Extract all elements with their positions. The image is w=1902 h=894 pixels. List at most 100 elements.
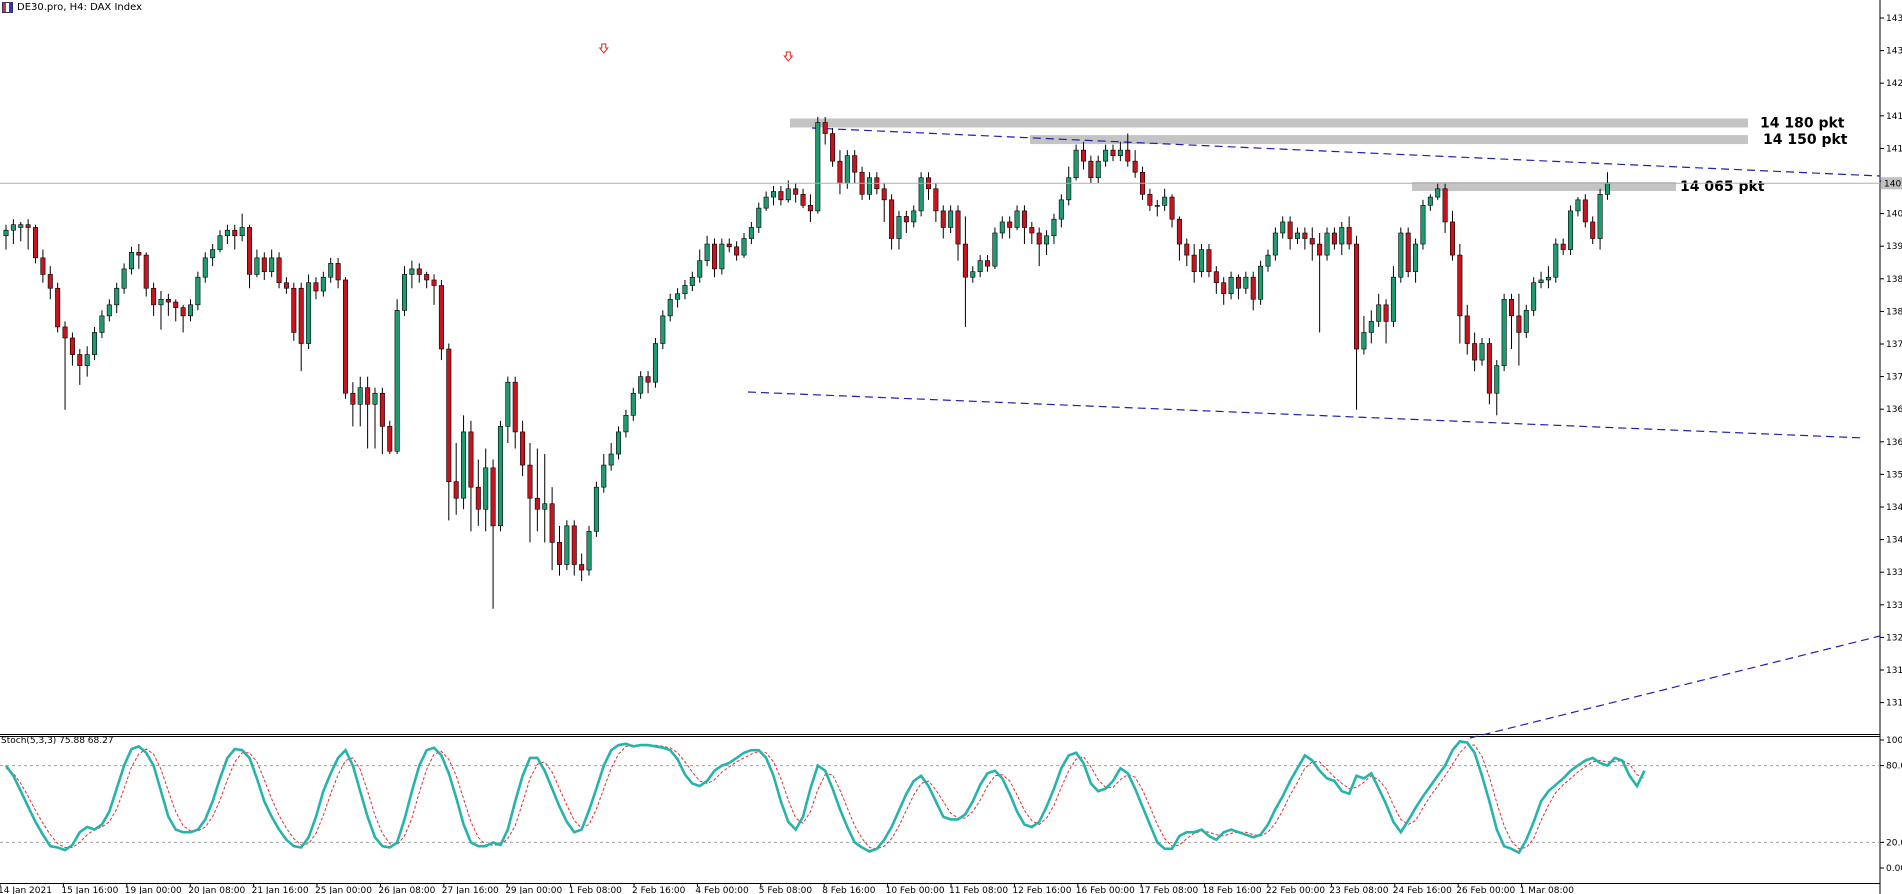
candle-body (151, 287, 157, 306)
candle-body (298, 287, 304, 344)
time-axis[interactable]: 14 Jan 2021 15 Jan 16:00 19 Jan 00:00 20 Ja… (0, 883, 1574, 894)
time-tick-label: 26 Feb 00:00 (1456, 886, 1515, 894)
price-tick-label: 14133.1 (1886, 144, 1902, 154)
candle-body (800, 194, 806, 206)
time-tick-label: 17 Feb 08:00 (1139, 886, 1198, 894)
candle-body (1413, 243, 1419, 272)
candle-body (372, 392, 378, 405)
candle-body (719, 243, 725, 270)
candle-body (1531, 282, 1537, 311)
candle-body (365, 387, 371, 405)
price-tick-label: 13956.1 (1886, 242, 1902, 252)
candle-body (453, 481, 459, 499)
candle-body (1176, 218, 1182, 245)
zone-label-1: 14 150 pkt (1763, 132, 1848, 148)
candle-body (254, 257, 260, 275)
candle-body (468, 431, 474, 488)
candle-body (128, 252, 134, 270)
candle-body (202, 257, 208, 278)
candle-body (195, 276, 201, 306)
candle-body (84, 354, 90, 366)
candle-body (571, 525, 577, 565)
candle-body (556, 542, 562, 565)
price-axis[interactable]: 14369.114310.114251.114192.114133.114074… (1880, 14, 1902, 709)
time-tick-label: 18 Feb 16:00 (1203, 886, 1262, 894)
candle-body (1021, 210, 1027, 228)
time-tick-label: 10 Feb 00:00 (886, 886, 945, 894)
candle-body (748, 227, 754, 239)
candle-body (741, 238, 747, 256)
candle-body (866, 177, 872, 195)
candle-body (10, 224, 16, 231)
candle-body (276, 257, 282, 284)
candle-body (1486, 343, 1492, 394)
candle-body (409, 268, 415, 275)
candle-body (881, 188, 887, 201)
time-tick-label: 5 Feb 08:00 (759, 886, 813, 894)
candle-body (47, 274, 53, 289)
candle-body (992, 232, 998, 267)
fractal-arrows (598, 43, 794, 62)
candle-body (985, 260, 991, 267)
candle-body (1346, 227, 1352, 245)
candle-body (933, 188, 939, 212)
candle-body (431, 279, 437, 286)
time-tick-label: 1 Mar 08:00 (1520, 886, 1575, 894)
stoch-main-line (4, 739, 1646, 855)
candle-body (188, 304, 194, 317)
candle-body (970, 271, 976, 278)
candle-body (977, 260, 983, 272)
chart-header: DE30.pro, H4: DAX Index (2, 2, 142, 13)
candle-body (1132, 160, 1138, 173)
candle-body (726, 243, 732, 248)
candle-body (1287, 221, 1293, 239)
candle-body (165, 298, 171, 303)
candle-body (1221, 282, 1227, 295)
candle-body (822, 122, 828, 134)
candle-body (940, 210, 946, 228)
time-tick-label: 26 Jan 08:00 (378, 886, 435, 894)
candle-body (711, 243, 717, 270)
candle-body (520, 431, 526, 466)
candle-body (638, 376, 644, 394)
candle-body (1383, 304, 1389, 322)
price-tick-label: 13779.1 (1886, 340, 1902, 350)
candle-body (830, 133, 836, 162)
candle-body (660, 315, 666, 344)
candle-body (1280, 221, 1286, 234)
candle-body (438, 285, 444, 350)
candle-body (92, 332, 98, 355)
candle-body (342, 279, 348, 394)
candle-body (918, 177, 924, 212)
time-tick-label: 22 Feb 00:00 (1266, 886, 1325, 894)
current-price-label: 14070.0 (1884, 179, 1902, 189)
stochastic-axis[interactable]: 100.00 80.00 20.00 0.00 (1880, 736, 1902, 874)
chart-window-icon (2, 2, 13, 13)
candle-body (490, 467, 496, 527)
stoch-tick-label: 80.00 (1886, 762, 1902, 772)
candle-body (763, 196, 769, 209)
candle-body (320, 276, 326, 292)
candle-body (889, 199, 895, 239)
stoch-tick-label: 0.00 (1886, 864, 1902, 874)
candle-body (1095, 160, 1101, 179)
candle-body (69, 337, 75, 355)
price-tick-label: 14251.1 (1886, 79, 1902, 89)
candle-body (616, 431, 622, 455)
candle-body (461, 431, 467, 499)
candle-body (852, 155, 858, 173)
candle-body (402, 274, 408, 311)
candle-body (33, 227, 39, 259)
candle-body (534, 497, 540, 510)
candle-body (77, 354, 83, 366)
candle-body (844, 155, 850, 184)
candle-body (601, 464, 607, 488)
zone-label-2: 14 065 pkt (1680, 179, 1765, 195)
candle-body (1073, 149, 1079, 179)
rising-trend-line (1469, 635, 1881, 739)
candle-body (1058, 199, 1064, 220)
candle-body (593, 486, 599, 532)
price-tick-label: 13189.1 (1886, 666, 1902, 676)
candle-body (955, 210, 961, 245)
